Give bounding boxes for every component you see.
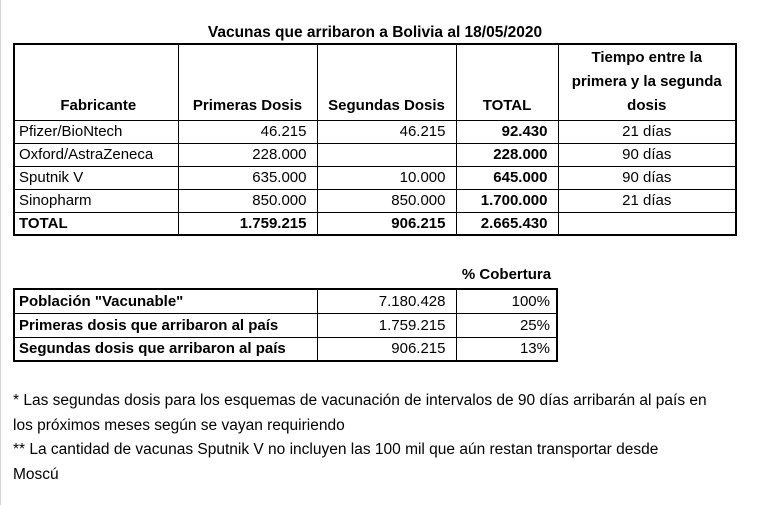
coverage-column-header: % Cobertura	[461, 266, 552, 283]
cell-total: 92.430	[455, 119, 559, 144]
cell-total-label: TOTAL	[13, 211, 179, 236]
cell-tiempo: 21 días	[557, 188, 737, 213]
vaccine-row-sinopharm: Sinopharm 850.000 850.000 1.700.000 21 d…	[13, 188, 737, 213]
page-title: Vacunas que arribaron a Bolivia al 18/05…	[207, 24, 543, 41]
cell-tiempo: 90 días	[557, 142, 737, 167]
cell-total-segundas: 906.215	[316, 211, 457, 236]
footnote-1-line-2: los próximos meses según se vayan requir…	[13, 416, 345, 434]
header-segundas-dosis: Segundas Dosis	[316, 43, 457, 121]
cell-total-tiempo	[557, 211, 737, 236]
cell-segundas-dosis: 46.215	[316, 119, 457, 144]
header-primeras-dosis: Primeras Dosis	[177, 43, 318, 121]
cell-coverage-label: Primeras dosis que arribaron al país	[13, 312, 318, 338]
vaccine-row-astrazeneca: Oxford/AstraZeneca 228.000 228.000 90 dí…	[13, 142, 737, 167]
header-total: TOTAL	[455, 43, 559, 121]
coverage-table: Población "Vacunable" 7.180.428 100% Pri…	[13, 288, 558, 362]
vaccine-row-pfizer: Pfizer/BioNtech 46.215 46.215 92.430 21 …	[13, 119, 737, 144]
coverage-row-poblacion: Población "Vacunable" 7.180.428 100%	[13, 288, 558, 314]
header-tiempo-line-3: dosis	[627, 96, 667, 114]
cell-coverage-value: 906.215	[316, 336, 457, 362]
coverage-row-segundas: Segundas dosis que arribaron al país 906…	[13, 336, 558, 362]
footnote-1-line-1: * Las segundas dosis para los esquemas d…	[13, 392, 707, 409]
cell-total: 1.700.000	[455, 188, 559, 213]
vaccines-table: Fabricante Primeras Dosis Segundas Dosis…	[13, 43, 737, 236]
cell-fabricante: Oxford/AstraZeneca	[13, 142, 179, 167]
header-tiempo-line-1: Tiempo entre la	[591, 48, 703, 66]
header-fabricante: Fabricante	[13, 43, 179, 121]
vaccine-row-sputnik: Sputnik V 635.000 10.000 645.000 90 días	[13, 165, 737, 190]
cell-primeras-dosis: 46.215	[177, 119, 318, 144]
vaccines-table-header-row: Fabricante Primeras Dosis Segundas Dosis…	[13, 43, 737, 121]
cell-coverage-pct: 25%	[455, 312, 558, 338]
coverage-row-primeras: Primeras dosis que arribaron al país 1.7…	[13, 312, 558, 338]
cell-coverage-label: Población "Vacunable"	[13, 288, 318, 314]
footnote-2-line-1: ** La cantidad de vacunas Sputnik V no i…	[13, 441, 659, 458]
cell-primeras-dosis: 850.000	[177, 188, 318, 213]
cell-coverage-label: Segundas dosis que arribaron al país	[13, 336, 318, 362]
cell-coverage-pct: 13%	[455, 336, 558, 362]
cell-segundas-dosis: 10.000	[316, 165, 457, 190]
cell-coverage-value: 1.759.215	[316, 312, 457, 338]
cell-fabricante: Sinopharm	[13, 188, 179, 213]
cell-tiempo: 90 días	[557, 165, 737, 190]
cell-tiempo: 21 días	[557, 119, 737, 144]
cell-total-total: 2.665.430	[455, 211, 559, 236]
cell-segundas-dosis: 850.000	[316, 188, 457, 213]
header-tiempo-entre-dosis: Tiempo entre la primera y la segunda dos…	[557, 43, 737, 121]
cell-total-primeras: 1.759.215	[177, 211, 318, 236]
cell-coverage-pct: 100%	[455, 288, 558, 314]
cell-coverage-value: 7.180.428	[316, 288, 457, 314]
cell-segundas-dosis	[316, 142, 457, 167]
cell-total: 645.000	[455, 165, 559, 190]
footnotes: * Las segundas dosis para los esquemas d…	[13, 389, 759, 487]
cell-fabricante: Pfizer/BioNtech	[13, 119, 179, 144]
cell-primeras-dosis: 635.000	[177, 165, 318, 190]
header-tiempo-line-2: primera y la segunda	[571, 72, 722, 90]
cell-primeras-dosis: 228.000	[177, 142, 318, 167]
vaccines-total-row: TOTAL 1.759.215 906.215 2.665.430	[13, 211, 737, 236]
footnote-2-line-2: Moscú	[13, 465, 59, 483]
cell-fabricante: Sputnik V	[13, 165, 179, 190]
cell-total: 228.000	[455, 142, 559, 167]
header-tiempo-text: Tiempo entre la primera y la segunda dos…	[559, 46, 735, 118]
